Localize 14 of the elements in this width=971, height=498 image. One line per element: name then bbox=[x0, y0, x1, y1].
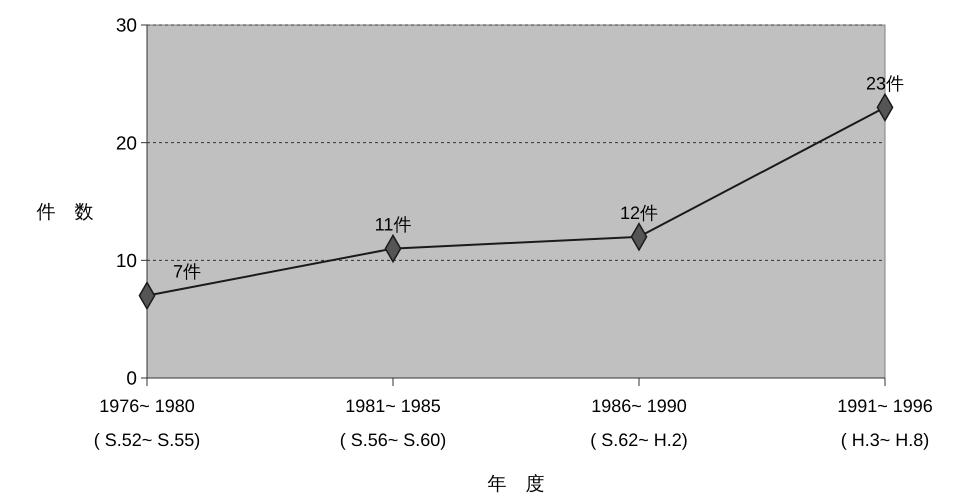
data-label: 23件 bbox=[866, 73, 904, 94]
y-tick-label: 20 bbox=[116, 133, 137, 154]
x-axis-title: 年 度 bbox=[488, 473, 544, 495]
y-tick-label: 0 bbox=[126, 368, 137, 390]
x-tick-label: 1976~ 1980 ( S.52~ S.55) bbox=[94, 396, 200, 450]
data-label: 7件 bbox=[172, 262, 202, 282]
data-label: 11件 bbox=[374, 214, 412, 235]
x-tick-label: 1986~ 1990 ( S.62~ H.2) bbox=[590, 396, 688, 450]
x-tick-label: 1981~ 1985 ( S.56~ S.60) bbox=[340, 396, 446, 450]
y-axis-title: 件 数 bbox=[36, 202, 94, 223]
y-tick-label: 10 bbox=[116, 250, 137, 272]
y-tick-label: 30 bbox=[116, 16, 137, 37]
x-tick-label: 1991~ 1996 ( H.3~ H.8) bbox=[837, 396, 933, 450]
data-label: 12件 bbox=[620, 202, 658, 223]
